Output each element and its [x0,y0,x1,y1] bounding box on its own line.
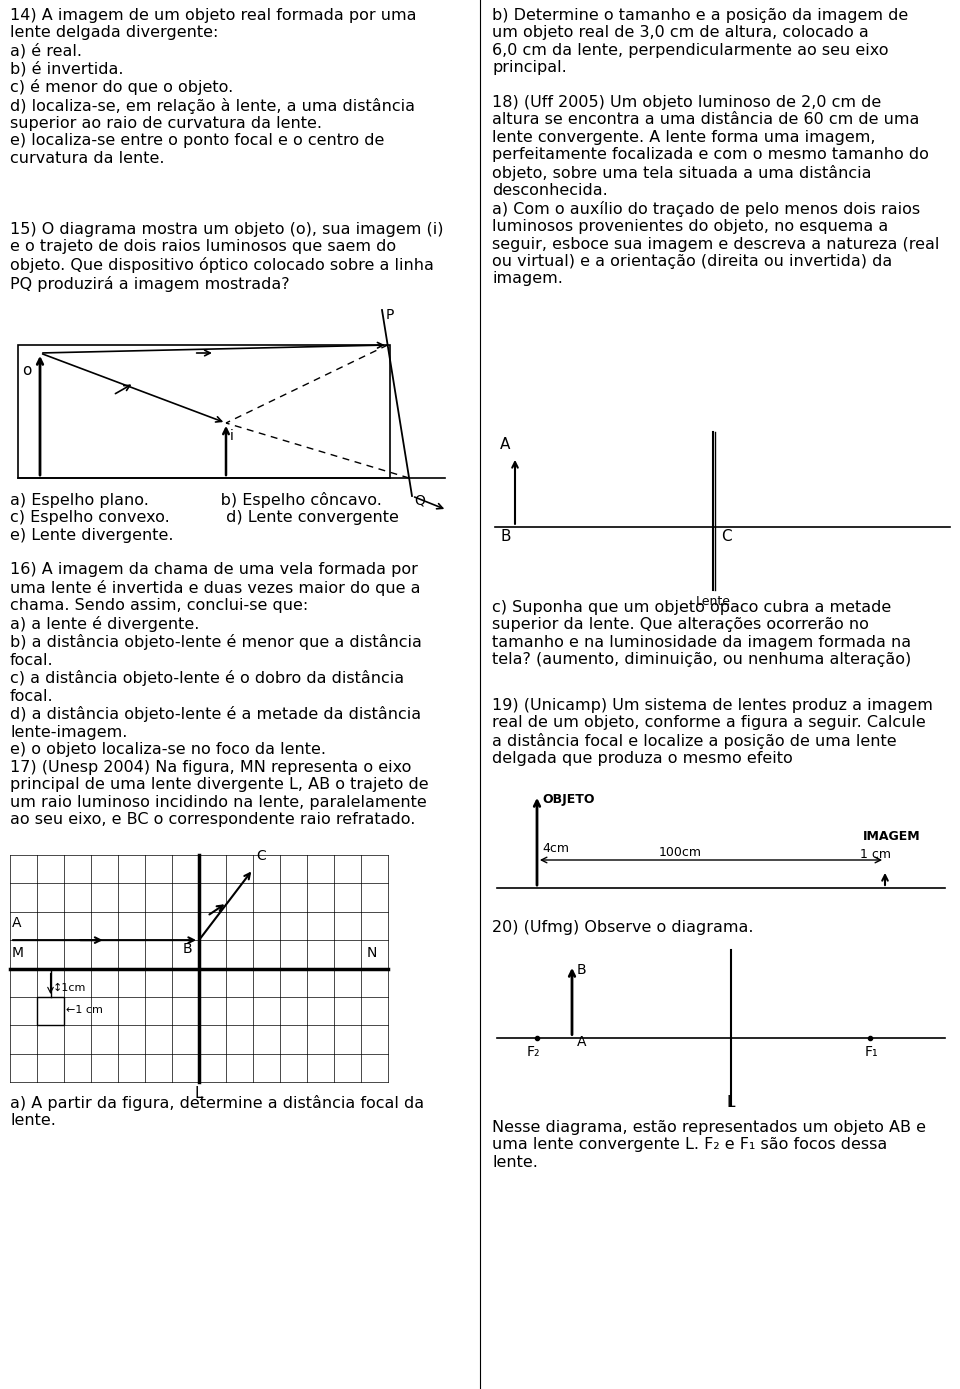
Text: Lente: Lente [695,594,731,608]
Text: L: L [726,1095,734,1110]
Text: 16) A imagem da chama de uma vela formada por
uma lente é invertida e duas vezes: 16) A imagem da chama de uma vela formad… [10,563,421,757]
Text: 1 cm: 1 cm [860,849,891,861]
Text: c) Suponha que um objeto opaco cubra a metade
superior da lente. Que alterações : c) Suponha que um objeto opaco cubra a m… [492,600,911,667]
Text: B: B [577,963,587,976]
Text: L: L [194,1086,203,1101]
Text: 100cm: 100cm [659,846,702,858]
Text: A: A [577,1036,587,1050]
Text: Nesse diagrama, estão representados um objeto AB e
uma lente convergente L. F₂ e: Nesse diagrama, estão representados um o… [492,1120,926,1170]
Text: 4cm: 4cm [542,842,569,854]
Text: a) Espelho plano.              b) Espelho côncavo.
c) Espelho convexo.          : a) Espelho plano. b) Espelho côncavo. c)… [10,492,398,543]
Bar [18,344,390,478]
Text: ←1 cm: ←1 cm [66,1006,103,1015]
Text: B: B [500,529,511,544]
Text: 14) A imagem de um objeto real formada por uma
lente delgada divergente:
a) é re: 14) A imagem de um objeto real formada p… [10,8,417,165]
Text: 18) (Uff 2005) Um objeto luminoso de 2,0 cm de
altura se encontra a uma distânci: 18) (Uff 2005) Um objeto luminoso de 2,0… [492,94,940,286]
Text: C: C [256,849,266,864]
Text: Q: Q [414,494,425,508]
Text: P: P [386,308,395,322]
Text: F₂: F₂ [527,1046,540,1060]
Text: A: A [12,915,21,931]
Text: ↕1cm: ↕1cm [53,982,85,993]
Text: OBJETO: OBJETO [542,793,594,806]
Text: b) Determine o tamanho e a posição da imagem de
um objeto real de 3,0 cm de altu: b) Determine o tamanho e a posição da im… [492,8,908,75]
Text: a) A partir da figura, determine a distância focal da
lente.: a) A partir da figura, determine a distâ… [10,1095,424,1128]
Text: o: o [22,363,32,378]
Text: A: A [500,438,511,451]
Bar [37,997,64,1025]
Text: 20) (Ufmg) Observe o diagrama.: 20) (Ufmg) Observe o diagrama. [492,920,754,935]
Text: 15) O diagrama mostra um objeto (o), sua imagem (i)
e o trajeto de dois raios lu: 15) O diagrama mostra um objeto (o), sua… [10,222,444,292]
Text: F₁: F₁ [865,1046,878,1060]
Text: M: M [12,946,24,960]
Text: 19) (Unicamp) Um sistema de lentes produz a imagem
real de um objeto, conforme a: 19) (Unicamp) Um sistema de lentes produ… [492,699,933,767]
Text: 17) (Unesp 2004) Na figura, MN representa o eixo
principal de uma lente divergen: 17) (Unesp 2004) Na figura, MN represent… [10,760,428,828]
Text: C: C [721,529,732,544]
Text: B: B [182,942,192,956]
Text: IMAGEM: IMAGEM [863,831,921,843]
Text: N: N [367,946,376,960]
Text: i: i [230,429,234,443]
